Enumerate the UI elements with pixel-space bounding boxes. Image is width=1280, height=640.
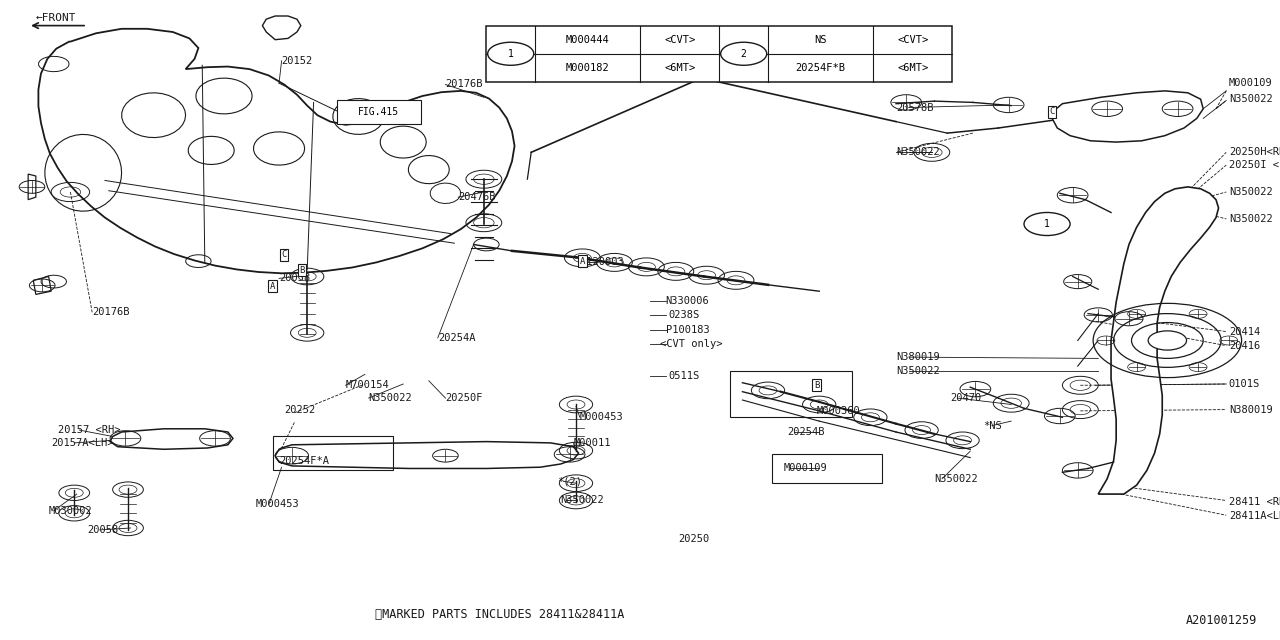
- Text: C: C: [282, 250, 287, 259]
- Text: M700154: M700154: [346, 380, 389, 390]
- Text: P120003: P120003: [580, 257, 623, 268]
- Text: B: B: [814, 381, 819, 390]
- Text: 20470: 20470: [950, 393, 980, 403]
- Polygon shape: [110, 429, 233, 449]
- Text: 20451: 20451: [695, 73, 726, 83]
- Text: M000453: M000453: [256, 499, 300, 509]
- Text: 20152: 20152: [282, 56, 312, 66]
- Text: C: C: [1050, 108, 1055, 116]
- Polygon shape: [1052, 91, 1203, 142]
- Circle shape: [1024, 212, 1070, 236]
- Text: 28411A<LH>: 28411A<LH>: [1229, 511, 1280, 522]
- Text: 1: 1: [1044, 219, 1050, 229]
- Circle shape: [1148, 331, 1187, 350]
- Text: 20476B: 20476B: [458, 192, 495, 202]
- Text: N350022: N350022: [896, 366, 940, 376]
- Text: M000109: M000109: [1229, 78, 1272, 88]
- FancyBboxPatch shape: [337, 100, 421, 124]
- Text: *NS: *NS: [983, 420, 1002, 431]
- Text: P100183: P100183: [666, 324, 709, 335]
- Text: 20176B: 20176B: [445, 79, 483, 90]
- Text: *(2): *(2): [557, 476, 582, 486]
- Text: 20414: 20414: [1229, 326, 1260, 337]
- Polygon shape: [38, 29, 515, 273]
- Text: 20058: 20058: [87, 525, 118, 535]
- Text: 20176B: 20176B: [92, 307, 129, 317]
- Text: 20254F*B: 20254F*B: [795, 63, 846, 73]
- Text: N330006: N330006: [666, 296, 709, 306]
- Text: M000182: M000182: [566, 63, 609, 73]
- Text: 20578B: 20578B: [896, 102, 933, 113]
- Circle shape: [721, 42, 767, 65]
- Text: 28411 <RH>: 28411 <RH>: [1229, 497, 1280, 508]
- Text: 1: 1: [508, 49, 513, 59]
- Text: N350022: N350022: [1229, 214, 1272, 224]
- Text: 20157 <RH>: 20157 <RH>: [58, 425, 120, 435]
- Text: 0238S: 0238S: [668, 310, 699, 320]
- Text: M000444: M000444: [566, 35, 609, 45]
- Polygon shape: [1098, 187, 1219, 494]
- Text: 20058: 20058: [279, 273, 310, 284]
- Text: 20250: 20250: [678, 534, 709, 544]
- Text: 20254B: 20254B: [787, 427, 824, 437]
- Text: N350022: N350022: [934, 474, 978, 484]
- Text: A201001259: A201001259: [1185, 614, 1257, 627]
- Text: 20250I <LH>: 20250I <LH>: [1229, 160, 1280, 170]
- Text: 20254F*A: 20254F*A: [279, 456, 329, 466]
- Text: M030002: M030002: [49, 506, 92, 516]
- Text: 2: 2: [741, 49, 746, 59]
- Text: 20254A: 20254A: [438, 333, 475, 343]
- Text: N380019: N380019: [896, 352, 940, 362]
- FancyBboxPatch shape: [486, 26, 952, 82]
- Text: FIG.415: FIG.415: [358, 107, 399, 117]
- Text: M00011: M00011: [573, 438, 611, 448]
- Text: N350022: N350022: [1229, 94, 1272, 104]
- Text: <CVT only>: <CVT only>: [660, 339, 723, 349]
- Text: A: A: [580, 257, 585, 266]
- Polygon shape: [275, 442, 579, 468]
- Text: M000360: M000360: [817, 406, 860, 416]
- Text: 20416: 20416: [1229, 340, 1260, 351]
- Text: <6MT>: <6MT>: [664, 63, 695, 73]
- Text: 0511S: 0511S: [668, 371, 699, 381]
- Text: A: A: [270, 282, 275, 291]
- Text: N350022: N350022: [369, 393, 412, 403]
- Text: N350022: N350022: [896, 147, 940, 157]
- Text: 20250H<RH>: 20250H<RH>: [1229, 147, 1280, 157]
- Text: N350022: N350022: [561, 495, 604, 506]
- Text: <CVT>: <CVT>: [897, 35, 928, 45]
- Text: 20252: 20252: [284, 404, 315, 415]
- Text: M000453: M000453: [580, 412, 623, 422]
- Text: ※MARKED PARTS INCLUDES 28411&28411A: ※MARKED PARTS INCLUDES 28411&28411A: [375, 608, 623, 621]
- Text: 20157A<LH>: 20157A<LH>: [51, 438, 114, 448]
- Text: 0101S: 0101S: [1229, 379, 1260, 389]
- Text: <6MT>: <6MT>: [897, 63, 928, 73]
- Text: ←FRONT: ←FRONT: [36, 13, 77, 23]
- Text: N380019: N380019: [1229, 404, 1272, 415]
- Text: B: B: [300, 266, 305, 275]
- Text: <CVT>: <CVT>: [664, 35, 695, 45]
- Polygon shape: [262, 16, 301, 40]
- Circle shape: [488, 42, 534, 65]
- Text: NS: NS: [814, 35, 827, 45]
- Text: M000109: M000109: [783, 463, 827, 474]
- Text: N350022: N350022: [1229, 187, 1272, 197]
- Text: 20250F: 20250F: [445, 393, 483, 403]
